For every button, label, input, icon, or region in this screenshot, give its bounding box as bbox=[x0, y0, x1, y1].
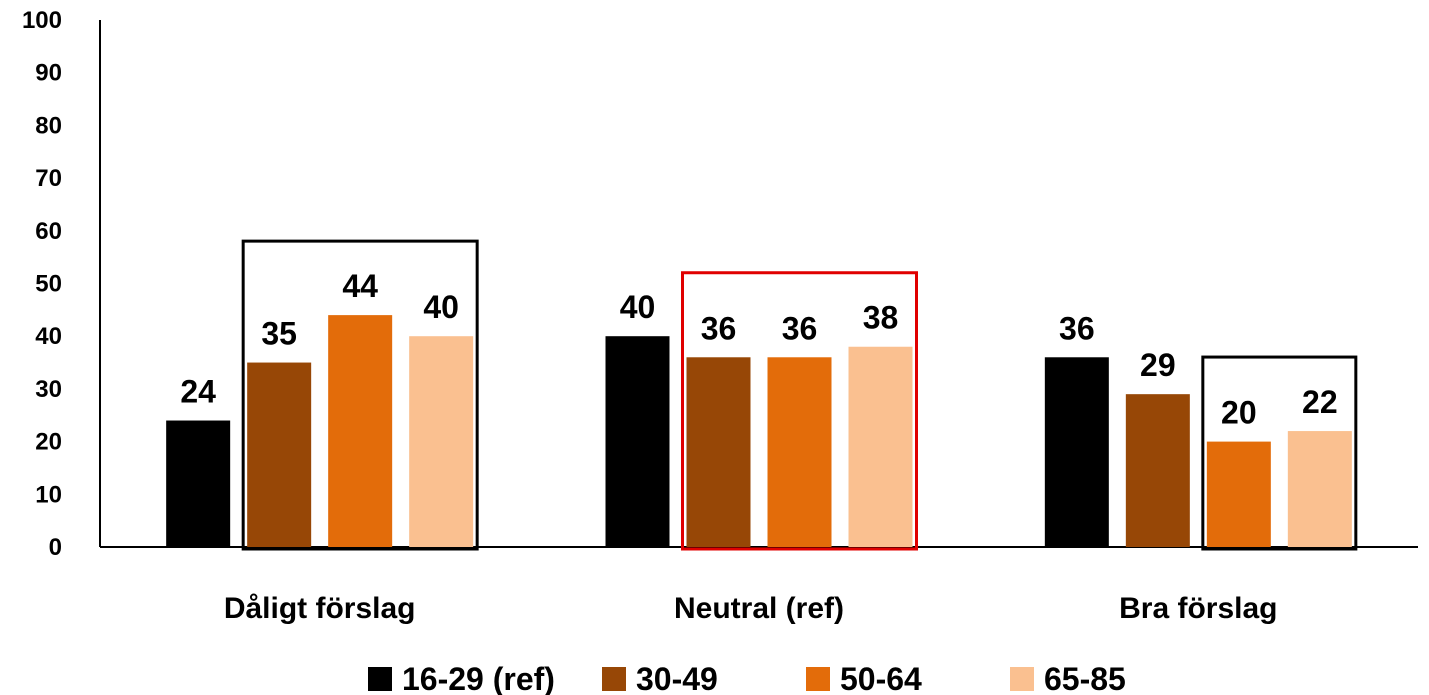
bar bbox=[848, 346, 913, 547]
legend-label: 16-29 (ref) bbox=[402, 661, 555, 695]
bar bbox=[1044, 357, 1109, 547]
legend-label: 50-64 bbox=[840, 661, 922, 695]
bar bbox=[1125, 394, 1190, 547]
bars bbox=[166, 315, 1352, 547]
y-tick-label: 40 bbox=[35, 323, 62, 350]
x-axis-categories: Dåligt förslag Neutral (ref) Bra förslag bbox=[224, 592, 1278, 625]
data-label: 36 bbox=[701, 310, 737, 346]
bar bbox=[1287, 431, 1352, 547]
x-category-label: Dåligt förslag bbox=[224, 592, 416, 625]
bar bbox=[247, 362, 312, 547]
data-label: 40 bbox=[423, 289, 459, 325]
data-labels: 24 40 36 35 36 29 44 36 20 40 38 22 bbox=[180, 268, 1337, 430]
legend-swatch bbox=[1010, 667, 1034, 691]
data-label: 38 bbox=[863, 300, 899, 336]
y-tick-label: 0 bbox=[49, 534, 62, 561]
y-tick-label: 70 bbox=[35, 165, 62, 192]
highlight-box bbox=[681, 271, 918, 551]
data-label: 22 bbox=[1302, 384, 1338, 420]
y-tick-label: 50 bbox=[35, 271, 62, 298]
legend-swatch bbox=[602, 667, 626, 691]
y-tick-label: 90 bbox=[35, 60, 62, 87]
bar bbox=[328, 315, 393, 547]
data-label: 24 bbox=[180, 374, 216, 410]
data-label: 35 bbox=[261, 316, 297, 352]
y-tick-label: 60 bbox=[35, 218, 62, 245]
data-label: 20 bbox=[1221, 395, 1257, 431]
data-label: 36 bbox=[782, 310, 818, 346]
data-label: 29 bbox=[1140, 347, 1176, 383]
legend-swatch bbox=[368, 667, 392, 691]
highlight-boxes bbox=[241, 239, 1358, 551]
data-label: 40 bbox=[620, 289, 656, 325]
bar bbox=[767, 357, 832, 547]
legend-label: 30-49 bbox=[636, 661, 718, 695]
legend-swatch bbox=[806, 667, 830, 691]
data-label: 36 bbox=[1059, 310, 1095, 346]
y-tick-label: 80 bbox=[35, 112, 62, 139]
highlight-box bbox=[241, 239, 479, 551]
x-category-label: Neutral (ref) bbox=[674, 592, 844, 625]
bar bbox=[686, 357, 751, 547]
y-tick-label: 20 bbox=[35, 429, 62, 456]
bar bbox=[166, 420, 231, 547]
bar bbox=[409, 336, 474, 547]
legend-label: 65-85 bbox=[1044, 661, 1126, 695]
y-tick-label: 10 bbox=[35, 481, 62, 508]
y-tick-label: 30 bbox=[35, 376, 62, 403]
y-axis-ticks: 0 10 20 30 40 50 60 70 80 90 100 bbox=[22, 7, 62, 561]
legend: 16-29 (ref) 30-49 50-64 65-85 bbox=[368, 661, 1126, 695]
x-category-label: Bra förslag bbox=[1119, 592, 1277, 625]
bar bbox=[1206, 441, 1271, 547]
data-label: 44 bbox=[342, 268, 378, 304]
bar bbox=[605, 336, 670, 547]
y-tick-label: 100 bbox=[22, 7, 62, 34]
highlight-box bbox=[1201, 355, 1358, 551]
